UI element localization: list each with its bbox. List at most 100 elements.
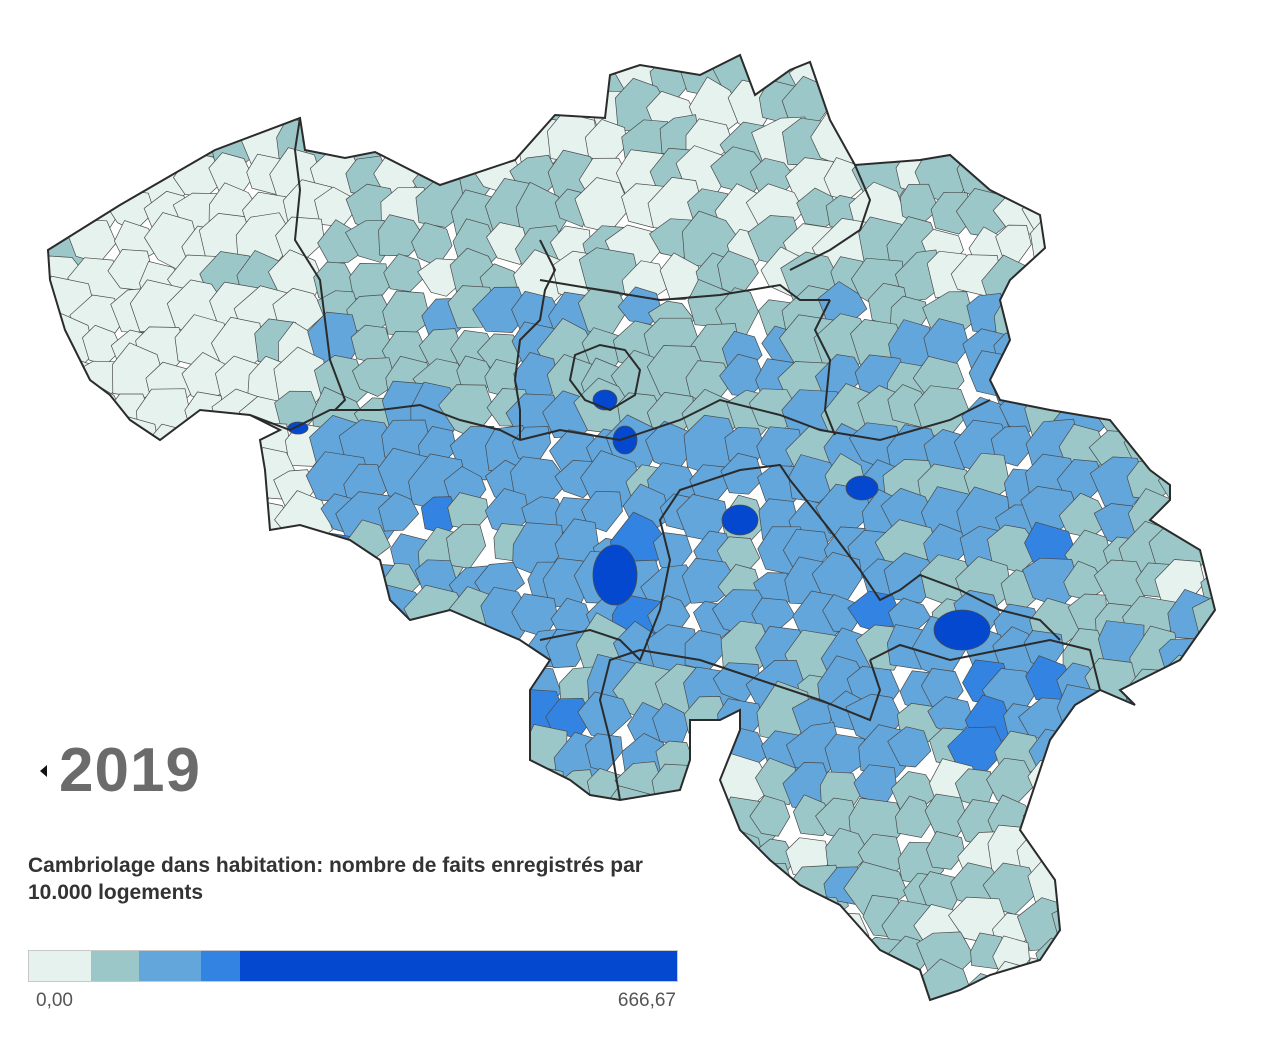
municipality-cell	[278, 55, 338, 96]
municipality-cell	[104, 55, 163, 71]
municipality-cell	[1162, 353, 1215, 406]
municipality-cell	[1063, 773, 1105, 812]
municipality-cell	[281, 601, 327, 644]
municipality-cell	[77, 157, 122, 197]
municipality-cell	[341, 732, 389, 779]
municipality-cell	[181, 55, 240, 65]
municipality-cell	[615, 55, 660, 64]
municipality-cell	[409, 901, 456, 953]
municipality-cell	[1124, 732, 1174, 787]
municipality-cell	[48, 526, 52, 570]
municipality-cell	[48, 461, 89, 509]
municipality-cell	[1091, 863, 1138, 909]
municipality-cell	[112, 458, 155, 505]
municipality-cell	[451, 77, 501, 127]
municipality-cell	[1098, 699, 1144, 749]
municipality-cell	[253, 558, 294, 601]
municipality-cell	[388, 628, 432, 674]
municipality-cell	[1161, 870, 1212, 926]
municipality-cell	[175, 661, 223, 709]
municipality-cell	[895, 795, 933, 838]
legend-class-5	[239, 951, 677, 981]
municipality-cell	[893, 55, 947, 100]
municipality-cell	[888, 81, 929, 127]
municipality-cell	[272, 527, 329, 579]
belgium-outline	[46, 53, 1217, 1002]
municipality-cell	[1089, 354, 1145, 404]
municipality-cell	[148, 563, 196, 608]
legend-class-2	[90, 951, 140, 981]
municipality-cell	[1067, 79, 1107, 121]
municipality-cell	[77, 421, 123, 468]
border-east-flanders-antwerp	[513, 239, 557, 440]
municipality-cell	[616, 901, 667, 953]
hotspot-municipality	[721, 504, 759, 536]
municipality-cell	[48, 682, 59, 749]
previous-year-arrow-icon[interactable]	[40, 765, 47, 777]
municipality-cell	[684, 932, 737, 982]
municipality-cell	[1201, 324, 1215, 376]
municipality-cell	[1194, 798, 1215, 851]
municipality-cell	[410, 797, 458, 842]
municipality-cell	[1125, 223, 1185, 270]
municipality-cell	[1197, 860, 1215, 915]
municipality-cell	[107, 85, 148, 122]
municipality-cell	[48, 651, 52, 712]
municipality-cell	[143, 459, 195, 513]
municipality-cell	[414, 701, 465, 749]
municipality-cell	[136, 625, 188, 679]
municipality-cell	[1022, 323, 1076, 375]
municipality-cell	[450, 801, 501, 852]
hotspot-municipality	[933, 609, 991, 651]
municipality-cell	[1166, 55, 1212, 107]
municipality-cell	[173, 55, 221, 106]
municipality-cell	[144, 55, 187, 98]
municipality-cell	[48, 629, 93, 685]
municipality-cell	[1015, 150, 1075, 206]
municipality-cell	[850, 961, 913, 1000]
municipality-cell	[1022, 362, 1069, 404]
municipality-cell	[111, 630, 161, 675]
municipality-cell	[215, 81, 261, 129]
municipality-cell	[48, 586, 51, 634]
municipality-cell	[719, 907, 769, 952]
year-label: 2019	[59, 736, 201, 805]
border-brabant-limburg	[813, 299, 836, 436]
municipality-cell	[1087, 281, 1143, 330]
municipality-cell	[1132, 774, 1175, 813]
municipality-cell	[242, 671, 290, 714]
hotspot-municipality	[592, 544, 638, 606]
municipality-cell	[412, 735, 458, 786]
border-namur-luxembourg	[598, 648, 882, 801]
municipality-cell	[342, 627, 399, 680]
municipality-cell	[317, 599, 362, 639]
municipality-cell	[1131, 185, 1182, 235]
municipality-cell	[206, 787, 265, 843]
municipality-cell	[439, 648, 492, 708]
municipality-cell	[720, 55, 768, 59]
municipality-cell	[1156, 106, 1215, 162]
municipality-cell	[751, 963, 805, 1000]
municipality-cell	[1167, 928, 1215, 979]
municipality-cell	[1156, 395, 1201, 434]
municipality-cell	[420, 665, 463, 710]
municipality-cell	[675, 55, 734, 64]
municipality-cell	[175, 552, 225, 598]
municipality-cell	[311, 900, 365, 945]
municipality-cell	[281, 55, 335, 62]
municipality-cell	[1060, 149, 1101, 190]
municipality-cell	[1091, 907, 1138, 946]
municipality-cell	[202, 756, 254, 811]
municipality-cell	[274, 660, 322, 704]
municipality-cell	[103, 496, 151, 540]
municipality-cell	[63, 655, 126, 710]
municipality-cell	[544, 55, 597, 101]
municipality-cell	[490, 55, 535, 65]
hotspot-municipality	[845, 475, 879, 501]
municipality-cell	[1094, 84, 1135, 125]
municipality-cell	[144, 521, 199, 577]
municipality-cell	[1055, 729, 1104, 777]
municipality-cell	[859, 87, 902, 138]
municipality-cell	[991, 114, 1031, 155]
municipality-cell	[1062, 127, 1110, 175]
